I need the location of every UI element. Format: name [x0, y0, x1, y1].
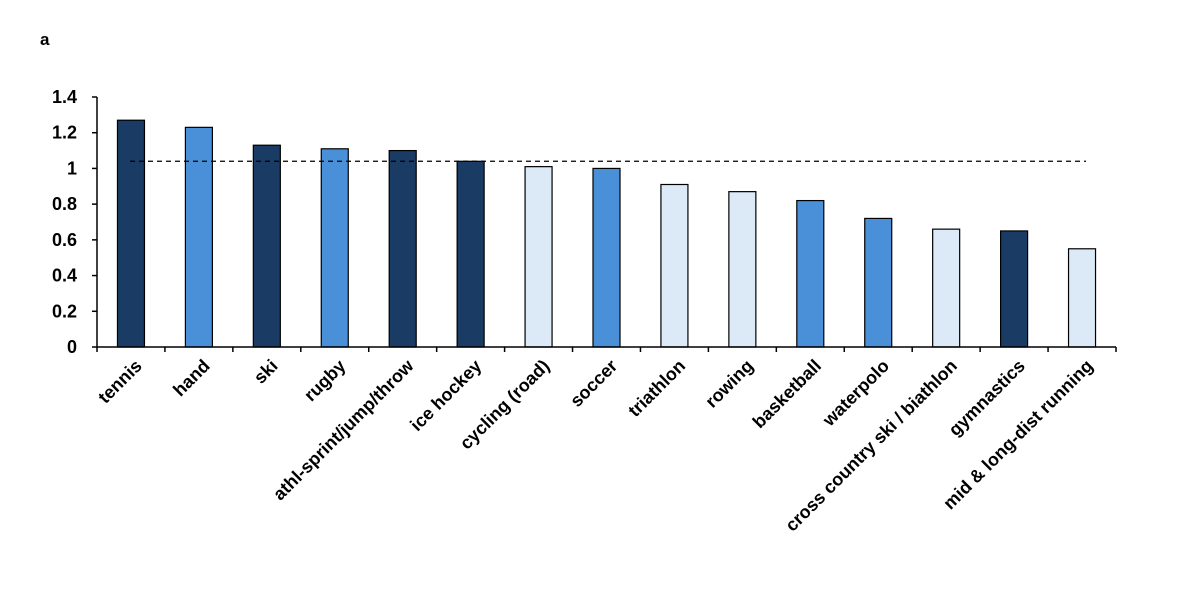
bar-4 — [388, 149, 417, 348]
bar-0 — [116, 119, 146, 348]
y-tick-label: 0.6 — [52, 230, 77, 250]
category-label: basketball — [749, 356, 825, 432]
bar-6 — [524, 166, 553, 348]
bar-1 — [184, 126, 213, 348]
y-tick-label: 0 — [67, 337, 77, 357]
x-tick-labels: tennis hand ski rugbyathl-sprint/jump/throw… — [94, 355, 1097, 535]
category-label: hand — [169, 356, 214, 401]
category-label: ski — [250, 356, 282, 388]
bar-13 — [999, 230, 1029, 348]
bar-12 — [932, 228, 961, 348]
y-tick-label: 1 — [67, 158, 77, 178]
category-label: triathlon — [624, 356, 689, 421]
category-label: rowing — [701, 356, 757, 412]
y-tick-label: 0.8 — [52, 194, 77, 214]
panel-label: a — [40, 30, 50, 49]
bar-14 — [1067, 248, 1097, 348]
bar-9 — [728, 191, 757, 348]
axes-group — [92, 96, 1117, 352]
y-tick-label: 0.4 — [52, 266, 77, 286]
bars-group — [116, 119, 1097, 348]
bar-10 — [796, 199, 825, 348]
bar-11 — [864, 217, 893, 348]
bar-7 — [592, 167, 621, 348]
category-label: rugby — [300, 356, 350, 406]
category-label: athl-sprint/jump/throw — [269, 355, 418, 504]
y-tick-label: 0.2 — [52, 301, 77, 321]
category-label: soccer — [566, 356, 621, 411]
y-tick-labels: 0 0.2 0.4 0.6 0.8 1 1.2 1.4 — [52, 87, 77, 357]
y-tick-label: 1.2 — [52, 123, 77, 143]
bar-2 — [252, 144, 281, 348]
bar-8 — [660, 183, 689, 348]
y-tick-label: 1.4 — [52, 87, 77, 107]
category-label: tennis — [94, 356, 146, 408]
bar-3 — [320, 148, 349, 348]
bar-5 — [456, 160, 485, 348]
